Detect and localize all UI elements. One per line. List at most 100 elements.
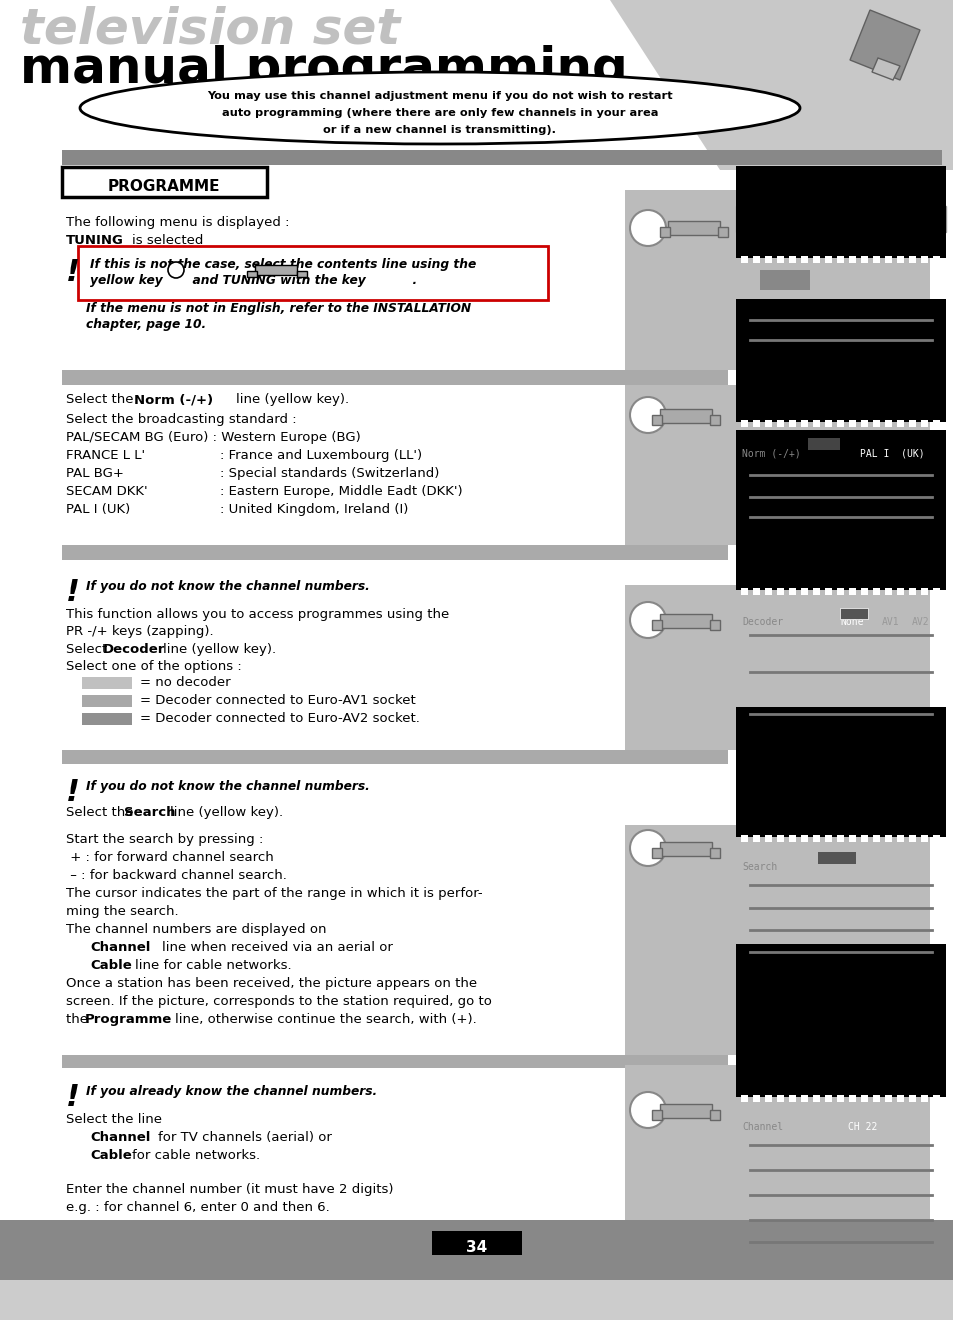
Text: Select the line: Select the line <box>66 1113 162 1126</box>
Text: Channel: Channel <box>90 941 151 954</box>
Bar <box>788 588 795 595</box>
Bar <box>848 420 855 428</box>
Bar <box>752 257 760 263</box>
Bar <box>932 420 939 428</box>
Bar <box>776 420 783 428</box>
Bar <box>735 794 945 815</box>
Text: PAL BG+: PAL BG+ <box>66 468 124 480</box>
Bar <box>659 615 711 628</box>
Bar <box>760 270 809 290</box>
Text: line for cable networks.: line for cable networks. <box>135 959 292 973</box>
Bar <box>752 1096 760 1102</box>
Bar <box>764 1096 771 1102</box>
Text: for TV channels (aerial) or: for TV channels (aerial) or <box>158 1132 332 1144</box>
Text: = Decoder connected to Euro-AV1 socket: = Decoder connected to Euro-AV1 socket <box>140 693 416 707</box>
Bar <box>848 835 855 842</box>
Text: Channel: Channel <box>741 1122 782 1132</box>
Bar <box>709 1110 720 1120</box>
Text: Decoder: Decoder <box>103 643 165 656</box>
Text: If this is not the case, select the contents line using the: If this is not the case, select the cont… <box>90 258 476 271</box>
Bar <box>801 420 807 428</box>
Bar <box>836 588 843 595</box>
Text: the: the <box>66 1013 92 1026</box>
Text: television set: television set <box>20 5 400 53</box>
Text: : Special standards (Switzerland): : Special standards (Switzerland) <box>220 468 439 480</box>
Text: yellow key       and TUNING with the key           .: yellow key and TUNING with the key . <box>90 274 416 287</box>
Bar <box>861 257 867 263</box>
Text: : Eastern Europe, Middle Eadt (DKK'): : Eastern Europe, Middle Eadt (DKK') <box>220 485 462 498</box>
Bar <box>861 835 867 842</box>
Bar <box>735 166 945 258</box>
Bar <box>735 299 945 422</box>
Bar <box>709 415 720 425</box>
Bar <box>764 835 771 842</box>
Bar <box>651 620 661 631</box>
Text: CH 22: CH 22 <box>847 1122 877 1132</box>
Bar <box>861 420 867 428</box>
Bar <box>884 1096 891 1102</box>
Bar <box>788 1096 795 1102</box>
Bar <box>801 835 807 842</box>
Bar <box>735 206 945 232</box>
Text: Cable: Cable <box>90 959 132 973</box>
Text: If you do not know the channel numbers.: If you do not know the channel numbers. <box>86 580 370 593</box>
Text: ming the search.: ming the search. <box>66 904 178 918</box>
Text: PAL/SECAM BG (Euro) : Western Europe (BG): PAL/SECAM BG (Euro) : Western Europe (BG… <box>66 432 360 444</box>
Bar <box>82 695 132 707</box>
Circle shape <box>629 830 665 866</box>
Polygon shape <box>62 545 727 560</box>
Text: AV1: AV1 <box>882 617 899 627</box>
Bar <box>932 1096 939 1102</box>
Bar <box>896 835 903 842</box>
Bar <box>896 257 903 263</box>
Bar <box>752 420 760 428</box>
Bar <box>836 420 843 428</box>
Text: Search: Search <box>741 862 777 872</box>
Bar <box>812 1096 820 1102</box>
Bar <box>836 257 843 263</box>
Text: chapter, page 10.: chapter, page 10. <box>86 318 206 331</box>
Text: : France and Luxembourg (LL'): : France and Luxembourg (LL') <box>220 449 421 462</box>
Text: The following menu is displayed :: The following menu is displayed : <box>66 216 289 228</box>
Text: line (yellow key).: line (yellow key). <box>163 643 275 656</box>
Bar <box>908 835 915 842</box>
Bar <box>817 852 855 864</box>
Polygon shape <box>62 150 941 166</box>
Bar <box>764 257 771 263</box>
Text: You may use this channel adjustment menu if you do not wish to restart: You may use this channel adjustment menu… <box>207 91 672 102</box>
Bar <box>801 588 807 595</box>
Polygon shape <box>609 0 953 170</box>
Bar <box>659 1104 711 1118</box>
Bar <box>659 227 669 236</box>
Bar <box>812 588 820 595</box>
Bar <box>848 257 855 263</box>
Text: Start the search by pressing :: Start the search by pressing : <box>66 834 263 846</box>
Text: Select: Select <box>66 643 112 656</box>
Text: Select the broadcasting standard :: Select the broadcasting standard : <box>66 413 296 426</box>
Text: The channel numbers are displayed on: The channel numbers are displayed on <box>66 923 326 937</box>
Bar <box>709 620 720 631</box>
Text: = Decoder connected to Euro-AV2 socket.: = Decoder connected to Euro-AV2 socket. <box>140 712 419 725</box>
Circle shape <box>629 397 665 433</box>
Bar <box>824 835 831 842</box>
Text: : United Kingdom, Ireland (I): : United Kingdom, Ireland (I) <box>220 502 408 516</box>
Text: TUNING: TUNING <box>66 234 124 247</box>
Bar <box>824 420 831 428</box>
Text: line (yellow key).: line (yellow key). <box>170 806 283 819</box>
Bar <box>624 385 929 545</box>
Text: Select one of the options :: Select one of the options : <box>66 660 241 673</box>
Text: !: ! <box>66 1083 80 1112</box>
Bar <box>740 835 747 842</box>
Bar <box>432 1230 521 1255</box>
Circle shape <box>629 1092 665 1128</box>
Bar <box>824 257 831 263</box>
Bar <box>735 430 945 591</box>
Text: Channel: Channel <box>90 1132 151 1144</box>
Bar <box>824 1096 831 1102</box>
Bar <box>884 420 891 428</box>
Bar <box>78 246 547 301</box>
Text: = no decoder: = no decoder <box>140 676 231 689</box>
Bar <box>667 220 720 235</box>
Text: line when received via an aerial or: line when received via an aerial or <box>162 941 393 954</box>
Bar <box>932 257 939 263</box>
